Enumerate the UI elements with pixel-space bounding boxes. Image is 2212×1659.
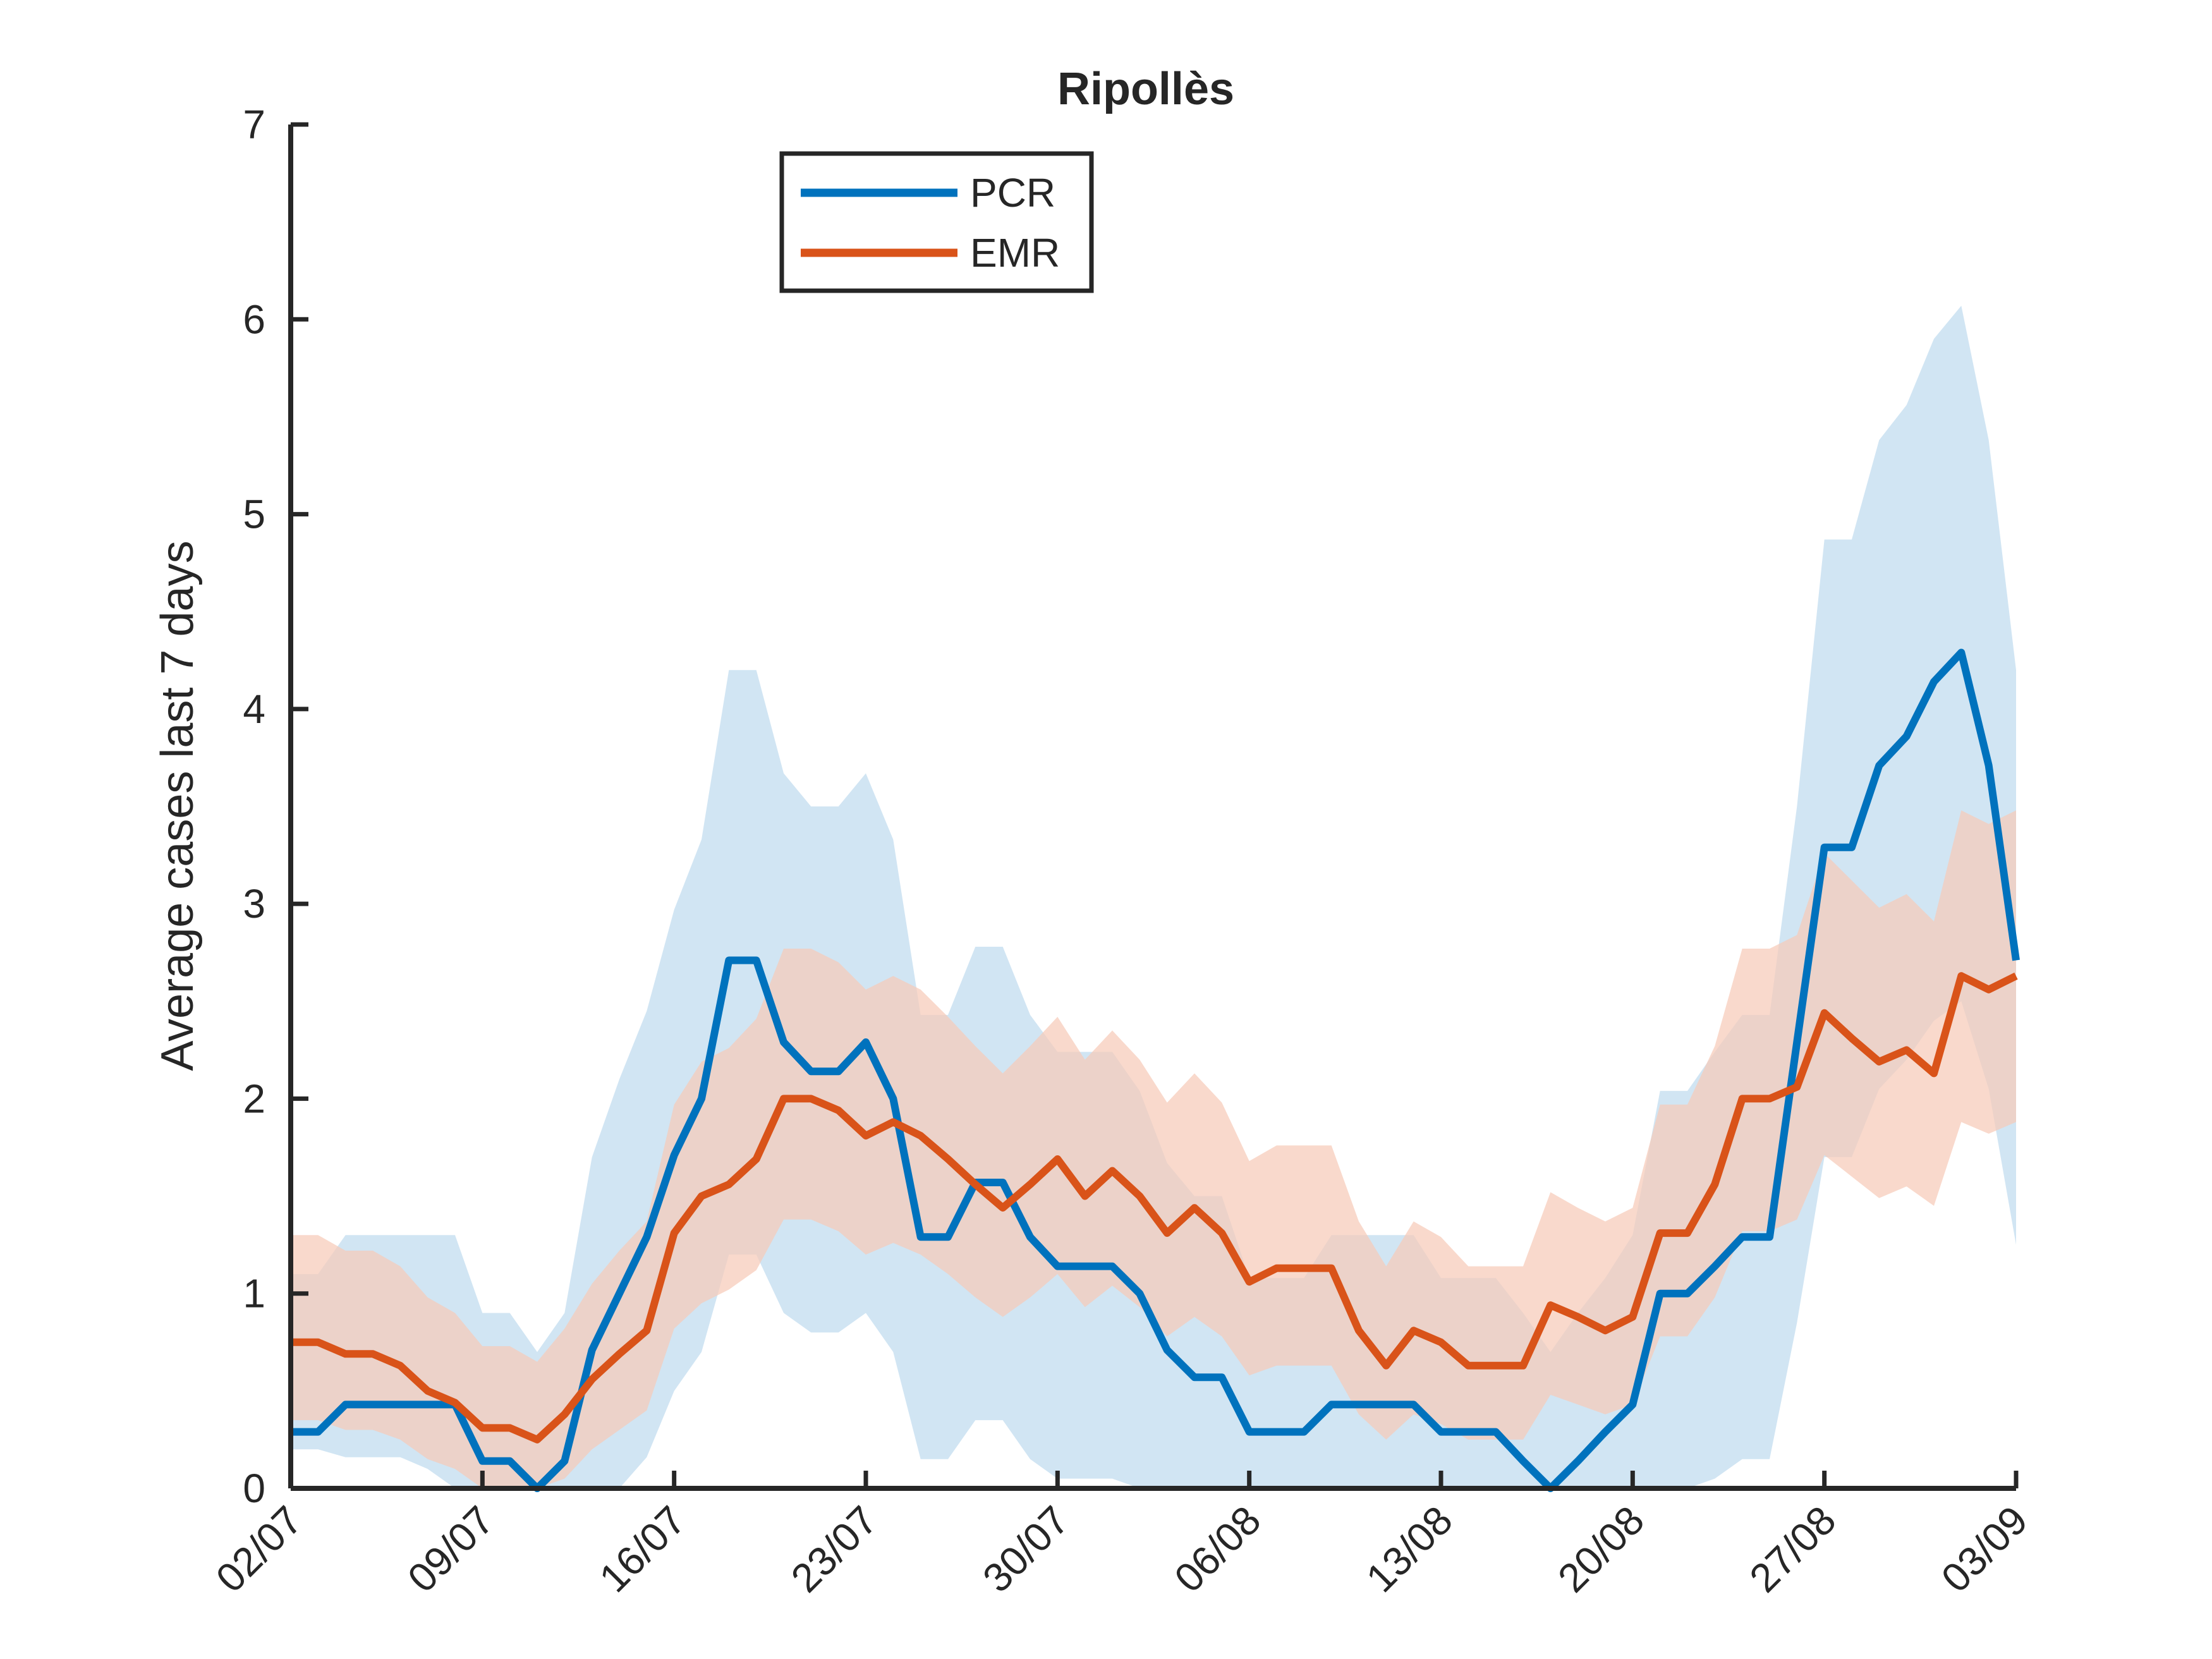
y-tick-label: 4	[243, 686, 265, 732]
legend: PCR EMR	[779, 151, 1094, 293]
legend-label-pcr: PCR	[970, 170, 1055, 216]
y-tick-label: 2	[243, 1076, 265, 1121]
y-tick-label: 0	[243, 1466, 265, 1511]
series-line-pcr	[291, 648, 2020, 1492]
series-lines	[291, 648, 2020, 1492]
legend-box	[779, 151, 1094, 293]
legend-label-emr: EMR	[970, 230, 1060, 276]
y-tick-label: 7	[243, 102, 265, 147]
y-tick-label: 5	[243, 492, 265, 537]
y-tick-label: 1	[243, 1271, 265, 1316]
chart-title: Ripollès	[1057, 64, 1234, 114]
y-tick-label: 6	[243, 296, 265, 342]
series-line-emr	[291, 972, 2018, 1443]
y-ticks: 0 1 2 3 4 5 6 7	[243, 102, 308, 1511]
y-tick-label: 3	[243, 881, 265, 927]
y-axis-label: Average cases last 7 days	[152, 540, 203, 1071]
